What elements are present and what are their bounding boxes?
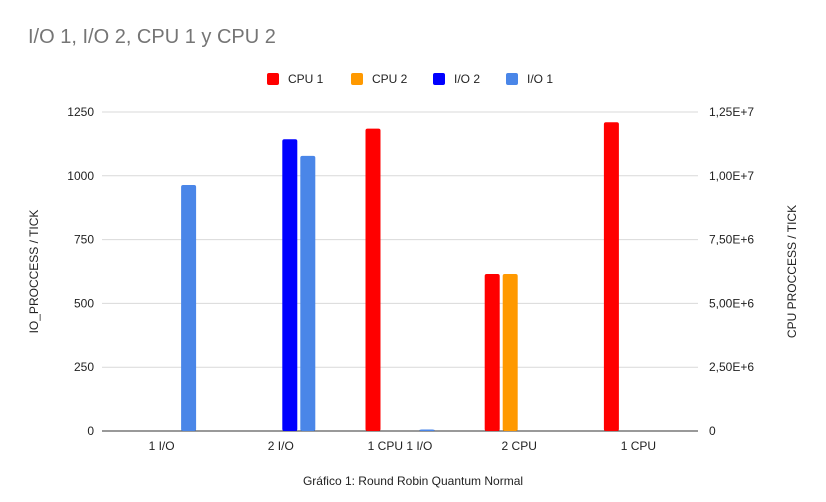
- legend-item: CPU 2: [351, 70, 407, 88]
- x-axis-title: Gráfico 1: Round Robin Quantum Normal: [302, 474, 524, 488]
- y-axis-title-right: CPU PROCCESS / TICK: [785, 205, 799, 338]
- bar-cpu-1: [603, 122, 619, 431]
- bar-cpu-1: [365, 128, 381, 431]
- legend-label: CPU 1: [288, 72, 324, 86]
- x-tick-label: 2 CPU: [502, 439, 537, 453]
- y-tick-label-right: 2,50E+6: [709, 360, 754, 374]
- chart-title: I/O 1, I/O 2, CPU 1 y CPU 2: [28, 26, 276, 48]
- y-tick-label-right: 1,00E+7: [709, 169, 754, 183]
- bar-i-o-1: [181, 184, 197, 431]
- legend-swatch: [506, 73, 518, 85]
- y-tick-label-left: 1000: [67, 169, 94, 183]
- y-tick-label-left: 750: [74, 233, 94, 247]
- legend-item: I/O 1: [506, 70, 553, 88]
- y-tick-label-left: 0: [87, 424, 94, 438]
- legend-item: CPU 1: [267, 70, 323, 88]
- x-tick-label: 2 I/O: [268, 439, 294, 453]
- y-tick-label-left: 500: [74, 296, 94, 310]
- bar-i-o-1: [419, 429, 435, 431]
- legend-item: I/O 2: [433, 70, 480, 88]
- y-tick-label-left: 1250: [67, 105, 94, 119]
- y-tick-label-right: 7,50E+6: [709, 233, 754, 247]
- bar-cpu-2: [502, 274, 518, 431]
- legend-label: CPU 2: [372, 72, 408, 86]
- legend-label: I/O 2: [454, 72, 481, 86]
- legend-swatch: [351, 73, 363, 85]
- x-tick-label: 1 I/O: [149, 439, 175, 453]
- x-tick-label: 1 CPU 1 I/O: [368, 439, 433, 453]
- bar-i-o-1: [300, 155, 316, 431]
- legend-swatch: [433, 73, 445, 85]
- legend-label: I/O 1: [527, 72, 554, 86]
- x-tick-label: 1 CPU: [621, 439, 656, 453]
- y-tick-label-right: 1,25E+7: [709, 105, 754, 119]
- legend-swatch: [267, 73, 279, 85]
- bar-i-o-2: [282, 139, 298, 431]
- y-tick-label-right: 5,00E+6: [709, 296, 754, 310]
- y-tick-label-right: 0: [709, 424, 716, 438]
- bar-cpu-1: [484, 274, 500, 431]
- legend: CPU 1 CPU 2 I/O 2 I/O 1: [0, 70, 826, 88]
- y-tick-label-left: 250: [74, 360, 94, 374]
- y-axis-title-left: IO_PROCCESS / TICK: [27, 210, 41, 334]
